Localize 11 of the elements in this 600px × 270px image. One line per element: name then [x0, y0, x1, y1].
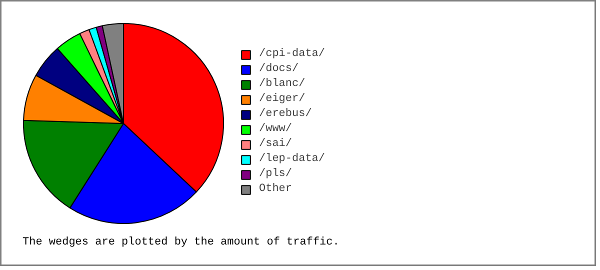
legend-label: /cpi-data/ [259, 47, 326, 61]
legend-label: /sai/ [259, 137, 292, 151]
legend-label: /lep-data/ [259, 152, 326, 166]
legend-label: /blanc/ [259, 77, 306, 91]
legend-label: /erebus/ [259, 107, 312, 121]
legend-label: Other [259, 182, 292, 196]
legend-label: /pls/ [259, 167, 292, 181]
legend-label: /eiger/ [259, 92, 306, 106]
legend-label: /docs/ [259, 62, 299, 76]
legend-label: /www/ [259, 122, 292, 136]
text: The wedges are plotted by the amount of traffic. [22, 236, 340, 248]
